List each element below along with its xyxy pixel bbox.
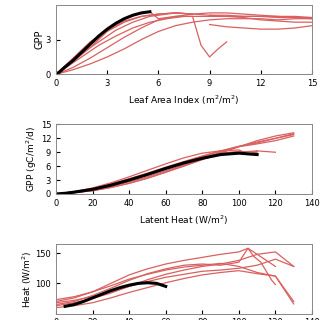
X-axis label: Latent Heat (W/m$^2$): Latent Heat (W/m$^2$) [140,213,228,227]
Y-axis label: GPP (gC/m$^2$/d): GPP (gC/m$^2$/d) [25,126,39,192]
Y-axis label: Heat (W/m$^2$): Heat (W/m$^2$) [20,250,34,308]
X-axis label: Leaf Area Index (m$^2$/m$^2$): Leaf Area Index (m$^2$/m$^2$) [128,94,240,107]
Y-axis label: GPP: GPP [34,30,44,49]
